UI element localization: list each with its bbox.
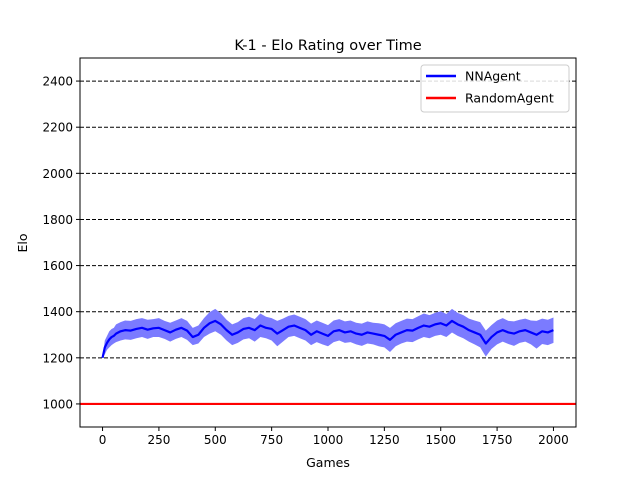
- legend: NNAgent RandomAgent: [420, 64, 570, 113]
- x-tick-label-2000: 2000: [538, 433, 569, 447]
- legend-label-nnagent: NNAgent: [465, 69, 521, 84]
- plot-frame: [79, 57, 577, 428]
- chart-title: K-1 - Elo Rating over Time: [234, 38, 421, 54]
- y-tick-label-1600: 1600: [42, 259, 73, 273]
- y-axis-ticks: 1000 1200 1400 1600 1800 2000 2200 2400: [42, 75, 80, 411]
- grid-lines: [80, 80, 576, 405]
- x-tick-label-1250: 1250: [369, 433, 400, 447]
- y-tick-label-1400: 1400: [42, 305, 73, 319]
- y-tick-label-1800: 1800: [42, 213, 73, 227]
- nnagent-line: [101, 319, 554, 359]
- y-tick-label-2200: 2200: [42, 121, 73, 135]
- y-axis-label: Elo: [15, 233, 30, 252]
- y-tick-label-2000: 2000: [42, 167, 73, 181]
- legend-box: [420, 64, 570, 113]
- series-layer: [80, 308, 576, 406]
- x-tick-label-0: 0: [99, 433, 107, 447]
- y-tick-label-1000: 1000: [42, 397, 73, 411]
- x-tick-label-500: 500: [204, 433, 227, 447]
- x-tick-label-1000: 1000: [313, 433, 344, 447]
- y-tick-label-2400: 2400: [42, 75, 73, 89]
- x-tick-label-1750: 1750: [482, 433, 513, 447]
- x-tick-label-1500: 1500: [425, 433, 456, 447]
- legend-label-randomagent: RandomAgent: [465, 91, 554, 106]
- x-tick-label-250: 250: [147, 433, 170, 447]
- y-tick-label-1200: 1200: [42, 351, 73, 365]
- x-tick-label-750: 750: [260, 433, 283, 447]
- x-axis-label: Games: [306, 455, 350, 470]
- x-axis-ticks: 0 250 500 750 1000 1250 1500 1750 2000: [99, 427, 569, 447]
